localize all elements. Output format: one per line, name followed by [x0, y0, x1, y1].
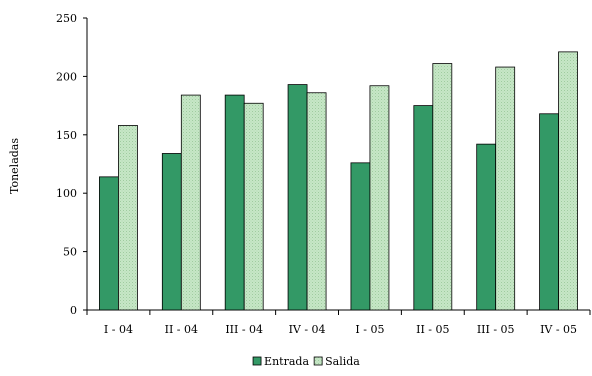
x-tick-label: II - 04 — [165, 323, 198, 336]
plot-area: 0 50 100 150 200 250 I - 04 II - 04 III - 04 IV -… — [56, 12, 591, 336]
y-tick-label: 250 — [56, 12, 77, 25]
legend-swatch-entrada — [252, 356, 262, 366]
bar-entrada — [476, 143, 497, 311]
bar-entrada — [161, 153, 182, 311]
bar-entrada — [350, 162, 371, 311]
y-tick-label: 100 — [56, 187, 77, 200]
y-tick-label: 200 — [56, 70, 77, 83]
bar-salida — [243, 102, 264, 311]
x-tick-label: IV - 05 — [540, 323, 577, 336]
bar-entrada — [539, 113, 559, 311]
y-tick-label: 50 — [63, 246, 77, 259]
x-tick-label: III - 05 — [477, 323, 515, 336]
x-tick-label: IV - 04 — [289, 323, 326, 336]
x-tick-label: I - 05 — [355, 323, 384, 336]
x-tick-label: II - 05 — [416, 323, 449, 336]
bar-entrada — [413, 105, 434, 311]
bar-salida — [495, 66, 516, 311]
bar-salida — [432, 63, 453, 311]
x-tick-label: I - 04 — [104, 323, 133, 336]
bar-salida — [558, 51, 578, 311]
legend-swatch-salida — [313, 356, 323, 366]
bar-salida — [306, 92, 327, 311]
bar-salida — [118, 125, 138, 311]
bar-entrada — [224, 94, 245, 311]
y-tick-label: 0 — [70, 304, 77, 317]
bar-entrada — [99, 176, 119, 311]
bar-salida — [369, 85, 390, 311]
bar-salida — [180, 94, 201, 311]
legend-label-salida: Salida — [325, 355, 360, 368]
y-tick-label: 150 — [56, 129, 77, 142]
x-tick-label: III - 04 — [225, 323, 263, 336]
bar-entrada — [287, 84, 308, 311]
legend-label-entrada: Entrada — [264, 355, 309, 368]
y-axis-title: Toneladas — [8, 138, 21, 194]
legend: Entrada Salida — [252, 355, 360, 368]
